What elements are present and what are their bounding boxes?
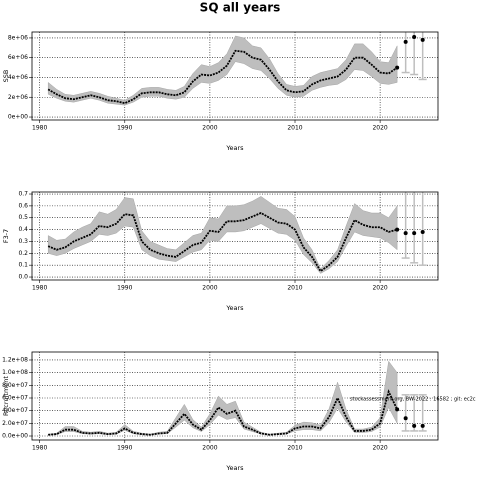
x-tick-label: 2020 [372,125,387,132]
y-tick-label: 0.3 [18,238,28,245]
chart-title: SQ all years [200,1,281,15]
y-tick-label: 0.6 [18,202,28,209]
x-tick-label: 2010 [287,445,302,452]
forecast-point [403,39,408,44]
y-tick-label: 0e+00 [8,114,28,121]
confidence-band [47,35,398,106]
x-tick-label: 1980 [32,285,47,292]
x-tick-label: 2010 [287,285,302,292]
x-tick-label: 1990 [117,285,132,292]
x-tick-label: 2000 [202,285,217,292]
annotation: stockassessment.org, BW-2022 : 16582 ; g… [350,397,476,403]
forecast-point [420,423,425,428]
forecast-point [412,34,417,39]
y-tick-label: 0.7 [18,191,28,198]
x-axis-label: Years [225,304,244,312]
confidence-band [47,196,398,274]
estimate-line [48,389,398,436]
x-tick-label: 2020 [372,445,387,452]
forecast-point [403,416,408,421]
last-point [395,65,400,70]
y-tick-label: 8e+06 [8,34,28,41]
forecast-point [420,37,425,42]
y-tick-label: 0.0e+00 [2,433,28,440]
x-tick-label: 1990 [117,445,132,452]
y-tick-label: 0.5 [18,214,28,221]
plot-frame [31,31,439,121]
y-axis-label: Recruitment [2,376,10,416]
forecast-point [403,231,408,236]
y-tick-label: 4.0e+07 [2,407,28,414]
estimate-line [47,211,398,273]
x-tick-label: 2000 [202,445,217,452]
last-point [395,407,400,412]
y-tick-label: 0.4 [18,226,28,233]
estimate-line [47,49,398,105]
y-tick-label: 0.2 [18,250,28,257]
x-tick-label: 1990 [117,125,132,132]
y-tick-label: 6e+06 [8,54,28,61]
y-tick-label: 1.0e+08 [2,369,28,376]
x-tick-label: 2020 [372,285,387,292]
y-tick-label: 0.0 [18,274,28,281]
y-tick-label: 6.0e+07 [2,394,28,401]
x-tick-label: 1980 [32,445,47,452]
y-tick-label: 8.0e+07 [2,382,28,389]
x-tick-label: 2000 [202,125,217,132]
y-axis-label: SSB [2,70,10,83]
y-tick-label: 1.2e+08 [2,356,28,363]
x-axis-label: Years [225,464,244,472]
y-tick-label: 2.0e+07 [2,420,28,427]
x-tick-label: 2010 [287,125,302,132]
last-point [395,227,400,232]
forecast-point [412,423,417,428]
x-tick-label: 1980 [32,125,47,132]
forecast-point [420,229,425,234]
plot-frame [31,191,439,281]
plot-frame [31,351,439,441]
y-axis-label: F3-7 [2,229,10,243]
y-tick-label: 4e+06 [8,74,28,81]
y-tick-label: 2e+06 [8,94,28,101]
x-axis-label: Years [225,144,244,152]
y-tick-label: 0.1 [18,262,28,269]
forecast-point [412,231,417,236]
